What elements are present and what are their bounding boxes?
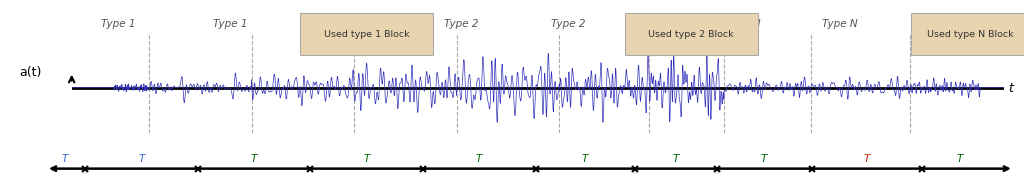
Text: a(t): a(t) <box>19 66 42 79</box>
Text: Used type 1 Block: Used type 1 Block <box>324 30 410 39</box>
Text: T: T <box>761 154 767 164</box>
Text: Type N: Type N <box>935 19 970 29</box>
Text: T: T <box>61 154 68 164</box>
Text: T: T <box>138 154 144 164</box>
Text: T: T <box>673 154 679 164</box>
Text: T: T <box>476 154 482 164</box>
Text: t: t <box>1009 82 1014 95</box>
Text: Type 1: Type 1 <box>326 19 360 29</box>
Text: Type N: Type N <box>822 19 857 29</box>
Text: Type N: Type N <box>725 19 760 29</box>
Text: Type 2: Type 2 <box>653 19 688 29</box>
Text: Type 1: Type 1 <box>213 19 248 29</box>
Text: T: T <box>582 154 588 164</box>
Text: T: T <box>956 154 963 164</box>
Text: Type 2: Type 2 <box>551 19 586 29</box>
Text: T: T <box>863 154 869 164</box>
Text: T: T <box>251 154 257 164</box>
Text: T: T <box>364 154 370 164</box>
Text: Type 1: Type 1 <box>100 19 135 29</box>
Text: Used type 2 Block: Used type 2 Block <box>648 30 734 39</box>
Text: Used type N Block: Used type N Block <box>927 30 1014 39</box>
Text: Type 2: Type 2 <box>443 19 478 29</box>
